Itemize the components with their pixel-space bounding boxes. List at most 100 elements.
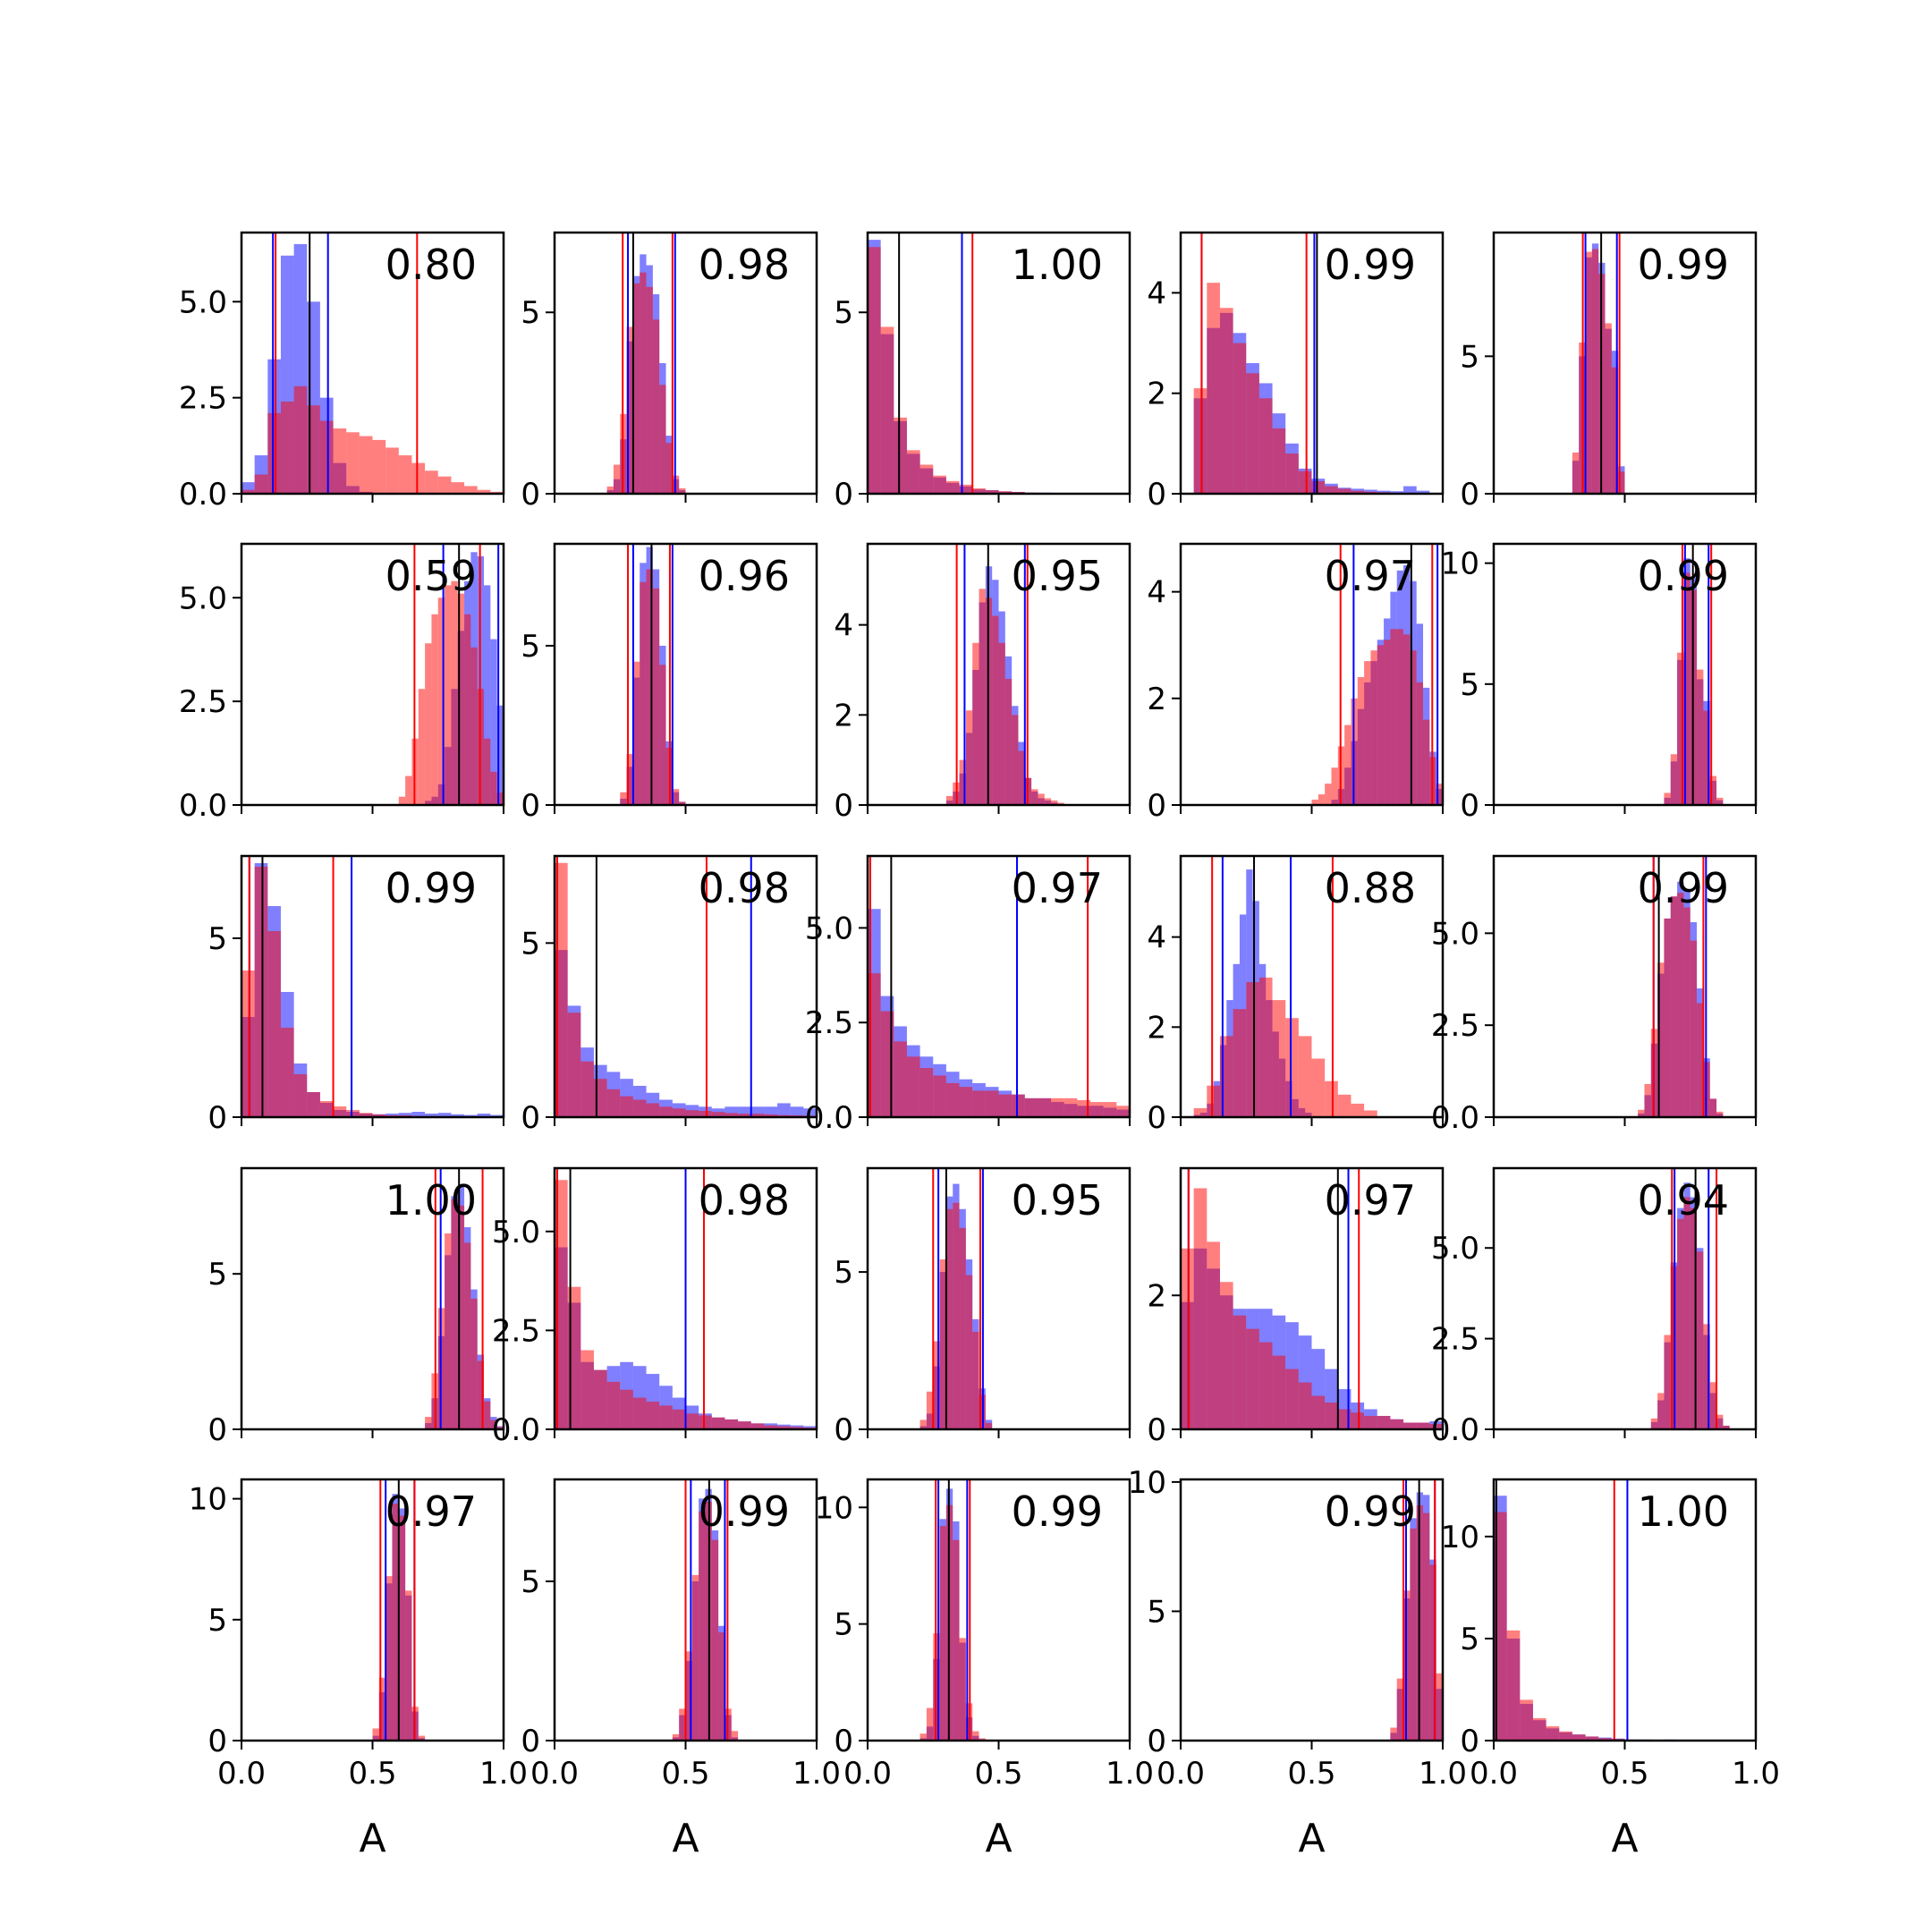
hist-bar-red (979, 1738, 986, 1741)
hist-bar-red (1618, 471, 1625, 494)
subplot-r1-c5: 050.99 (1460, 231, 1758, 513)
hist-bar-blue (803, 1426, 817, 1429)
hist-bar-red (392, 1504, 399, 1741)
score-annotation: 0.99 (1638, 864, 1729, 912)
hist-bar-red (1585, 1736, 1599, 1741)
hist-bar-blue (1403, 486, 1417, 494)
hist-bar-red (593, 1369, 607, 1429)
hist-bar-red (457, 1205, 465, 1429)
hist-bar-red (1390, 1419, 1404, 1429)
subplot-r3-c2: 050.98 (521, 854, 818, 1136)
hist-bar-red (738, 1421, 751, 1429)
hist-bar-red (1285, 1018, 1299, 1117)
hist-bar-red (1337, 488, 1352, 494)
hist-bar-red (731, 1731, 739, 1741)
hist-bar-red (293, 386, 308, 494)
hist-bar-red (685, 1651, 692, 1741)
hist-bar-red (1325, 486, 1338, 494)
hist-bar-red (437, 476, 452, 494)
y-tick-label: 0 (521, 477, 540, 513)
y-tick-label: 0.0 (492, 1412, 540, 1448)
hist-bar-red (333, 1106, 347, 1117)
hist-bar-red (307, 1092, 320, 1117)
subplot-r5-c1: 0.0 0.5 1.0 0 5 10 0.97 A (189, 1478, 528, 1861)
hist-bar-red (1396, 1678, 1404, 1741)
y-tick-label: 5.0 (805, 911, 853, 946)
hist-bar-red (959, 759, 966, 805)
hist-bar-red (1611, 367, 1619, 494)
plot-area (555, 1168, 817, 1429)
hist-bar-red (919, 464, 934, 494)
y-tick-label: 5.0 (492, 1215, 540, 1250)
subplot-r4-c1: 051.00 (208, 1166, 505, 1448)
hist-bar-red (1207, 1085, 1220, 1117)
hist-bar-red (1370, 650, 1377, 805)
hist-bar-red (386, 1576, 393, 1741)
hist-bar-red (1311, 1395, 1326, 1429)
plot-area (868, 856, 1130, 1117)
hist-bar-red (998, 1094, 1013, 1117)
hist-bar-red (378, 1677, 386, 1741)
hist-bar-red (372, 1728, 379, 1741)
hist-bar-red (659, 385, 666, 494)
hist-bar-blue (398, 1113, 412, 1117)
y-tick-label: 0.0 (1431, 1100, 1479, 1136)
hist-bar-red (672, 1108, 686, 1117)
hist-bar-red (445, 1233, 452, 1429)
score-annotation: 0.99 (1325, 241, 1416, 289)
y-tick-label: 2.5 (1431, 1008, 1479, 1044)
hist-bar-red (1051, 1097, 1064, 1117)
plot-area (1664, 544, 1724, 805)
hist-bar-red (1429, 1564, 1436, 1741)
y-tick-label: 5 (834, 295, 853, 331)
hist-bar-red (1012, 715, 1019, 805)
hist-bar-red (1377, 645, 1385, 805)
hist-bar-red (1605, 323, 1612, 494)
y-tick-label: 5 (208, 1603, 227, 1639)
y-tick-label: 0 (1460, 477, 1479, 513)
hist-bar-red (894, 1041, 907, 1117)
hist-bar-red (464, 614, 471, 805)
hist-bar-red (868, 247, 881, 494)
y-tick-label: 10 (815, 1490, 853, 1526)
hist-bar-red (437, 597, 445, 805)
hist-bar-red (1650, 1418, 1658, 1429)
y-tick-label: 5.0 (1431, 1231, 1479, 1267)
hist-bar-red (1410, 1528, 1417, 1741)
hist-bar-red (1664, 918, 1671, 1117)
score-annotation: 0.99 (1325, 1487, 1416, 1536)
score-annotation: 0.99 (1638, 241, 1729, 289)
plot-area (425, 1168, 504, 1429)
hist-bar-red (1716, 797, 1724, 805)
hist-bar-red (945, 480, 960, 494)
x-axis-label: A (672, 1816, 699, 1861)
hist-bar-red (945, 1082, 960, 1117)
x-tick-label: 0.0 (843, 1756, 892, 1792)
hist-bar-red (1390, 1727, 1397, 1741)
hist-bar-red (659, 1405, 673, 1429)
y-tick-label: 10 (1441, 547, 1479, 582)
subplot-r1-c3: 051.00 (834, 231, 1131, 513)
hist-bar-red (1272, 1000, 1286, 1117)
subplot-r2-c5: 0 5 10 0.99 (1441, 542, 1758, 824)
plot-area (1311, 544, 1443, 805)
hist-bar-red (1246, 373, 1259, 494)
hist-bar-red (1690, 1208, 1698, 1429)
hist-bar-red (620, 1389, 633, 1429)
y-tick-label: 0.0 (1431, 1412, 1479, 1448)
hist-bar-red (1325, 1080, 1338, 1117)
hist-bar-red (1318, 794, 1326, 805)
y-tick-label: 0 (521, 788, 540, 824)
hist-bar-red (959, 484, 973, 494)
y-tick-label: 5 (1147, 1594, 1166, 1630)
plot-area (398, 544, 504, 805)
score-annotation: 0.80 (386, 241, 477, 289)
hist-bar-red (242, 489, 255, 494)
y-tick-label: 4 (834, 608, 853, 644)
hist-bar-red (632, 1397, 647, 1429)
hist-bar-red (972, 1090, 986, 1117)
hist-bar-red (1044, 798, 1052, 805)
hist-bar-red (1018, 750, 1025, 805)
series-red (1181, 1188, 1443, 1429)
hist-bar-red (1285, 453, 1299, 494)
